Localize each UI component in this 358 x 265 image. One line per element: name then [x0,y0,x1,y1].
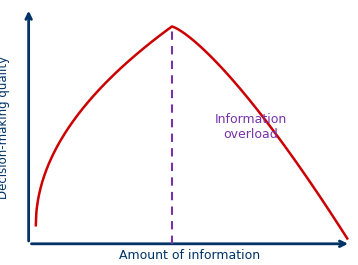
Text: Decision-making quality: Decision-making quality [0,56,10,199]
Text: Amount of information: Amount of information [119,249,260,262]
Text: Information
overload: Information overload [214,113,287,141]
